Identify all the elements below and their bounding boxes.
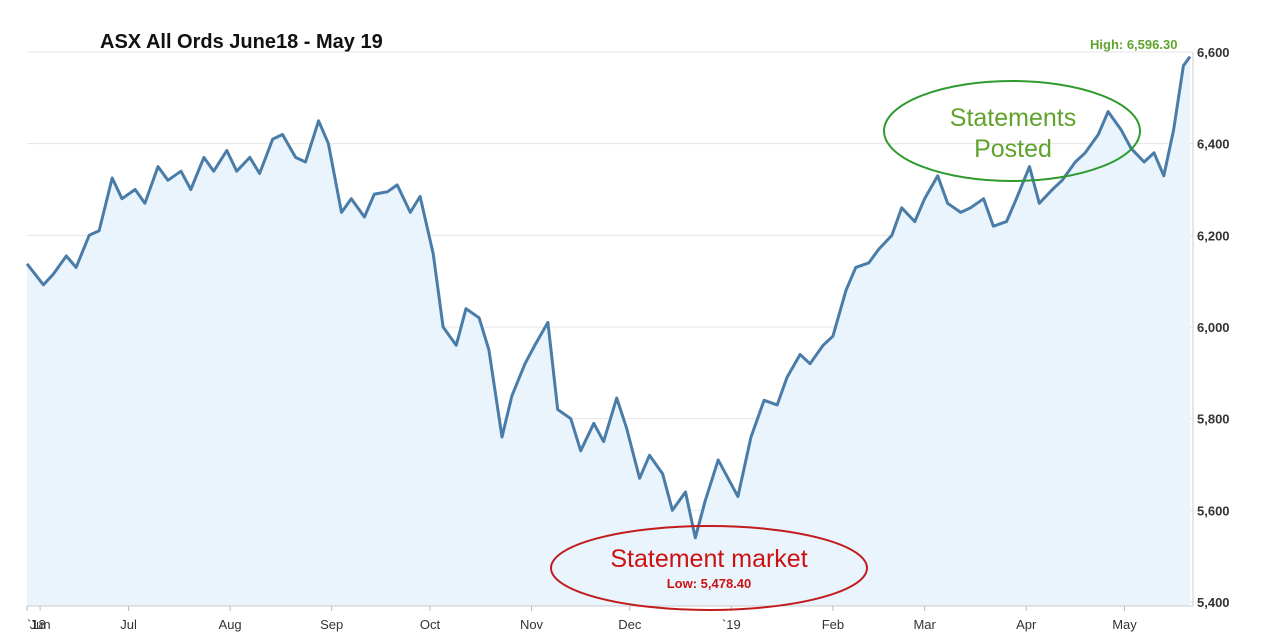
x-tick-label: Jul [120,617,137,632]
x-tick-label: Jun [30,617,51,632]
y-tick-label: 5,600 [1197,503,1230,518]
x-tick-label: Oct [420,617,441,632]
x-tick-label: Feb [822,617,844,632]
chart-title: ASX All Ords June18 - May 19 [100,31,383,53]
statements-posted-label-line1: Statements [950,104,1076,132]
x-tick-label: Mar [913,617,936,632]
statements-posted-label-line2: Posted [974,135,1052,163]
x-tick-label: Nov [520,617,544,632]
x-tick-label: `19 [722,617,741,632]
low-label: Low: 5,478.40 [667,576,752,591]
x-tick-label: Sep [320,617,343,632]
area-fill [27,56,1190,607]
statement-market-ellipse [550,525,868,611]
x-tick-label: Aug [219,617,242,632]
statement-market-label: Statement market [610,545,807,573]
high-label: High: 6,596.30 [1090,37,1177,52]
y-tick-label: 5,800 [1197,412,1230,427]
y-axis: 5,400 5,600 5,800 6,000 6,200 6,400 6,600 [1197,45,1230,610]
y-tick-label: 6,600 [1197,45,1230,60]
y-tick-label: 6,000 [1197,320,1230,335]
x-tick-label: Apr [1016,617,1037,632]
y-tick-label: 6,400 [1197,137,1230,152]
x-tick-label: `18 [27,617,46,632]
y-tick-label: 5,400 [1197,595,1230,610]
x-tick-label: May [1112,617,1137,632]
x-tick-label: Dec [618,617,642,632]
statements-posted-ellipse [883,80,1141,182]
series-line [25,55,1192,540]
y-tick-label: 6,200 [1197,228,1230,243]
